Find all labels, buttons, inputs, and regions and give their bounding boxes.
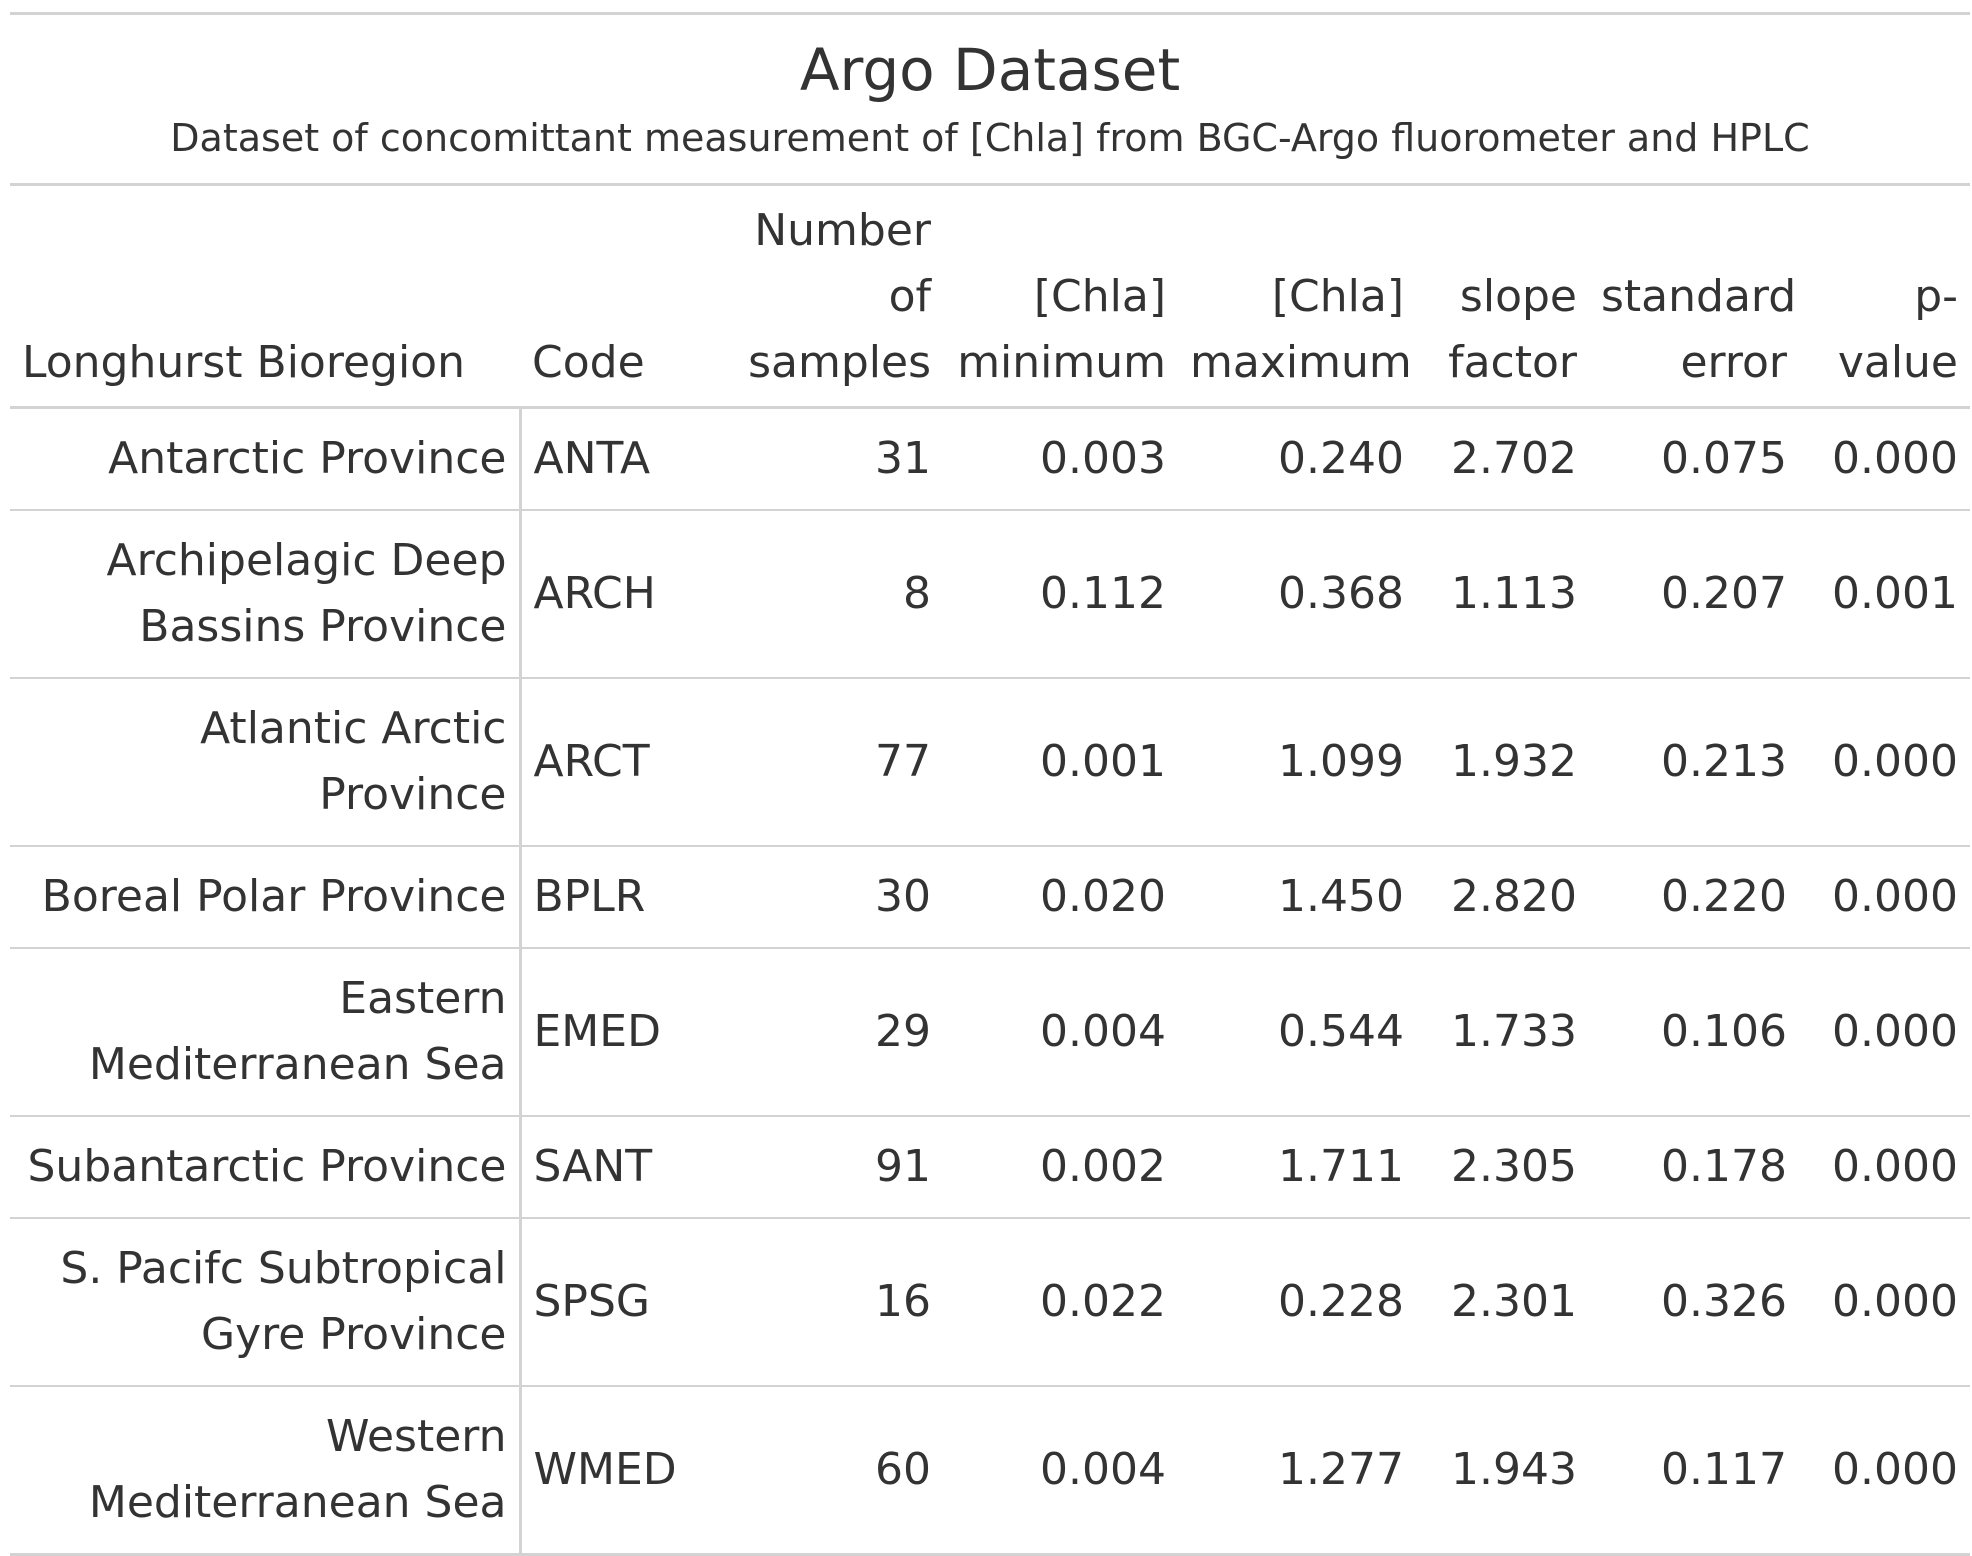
column-header-code: Code [520,184,708,409]
table-row: Antarctic Province ANTA 31 0.003 0.240 2… [10,407,1970,511]
row-min-cell: 0.004 [943,948,1178,1117]
column-header-pvalue: p-value [1799,184,1970,409]
row-min-cell: 0.002 [943,1116,1178,1219]
row-stderr-cell: 0.178 [1589,1116,1799,1219]
table-title: Argo Dataset [799,36,1181,104]
top-rule [10,12,1970,15]
row-region-cell: Subantarctic Province [10,1116,522,1219]
row-max-cell: 1.099 [1178,678,1416,847]
table-container: Argo Dataset Dataset of concomittant mea… [10,12,1970,1556]
row-slope-cell: 2.702 [1416,407,1589,511]
row-code-cell: ANTA [520,407,708,511]
row-region-cell: Western Mediterranean Sea [10,1386,522,1555]
table-row: Archipelagic Deep Bassins Province ARCH … [10,510,1970,679]
header-row: Longhurst Bioregion Code Number of sampl… [10,184,1970,409]
table-subtitle: Dataset of concomittant measurement of [… [170,116,1810,160]
row-code-cell: WMED [533,1444,677,1495]
row-region-cell: S. Pacifc Subtropical Gyre Province [10,1218,522,1387]
column-header-min: [Chla] minimum [943,184,1178,409]
row-pvalue-cell: 0.000 [1832,1444,1958,1495]
row-pvalue-cell: 0.001 [1799,510,1970,679]
row-pvalue-cell: 0.000 [1799,1218,1970,1387]
row-code-cell: EMED [520,948,708,1117]
column-header-samples: Number of samples [708,184,943,409]
row-region-cell: Boreal Polar Province [10,846,522,949]
table-row: Eastern Mediterranean Sea EMED 29 0.004 … [10,948,1970,1117]
row-region-cell: Archipelagic Deep Bassins Province [10,510,522,679]
row-stderr-cell: 0.207 [1589,510,1799,679]
row-samples-cell: 8 [708,510,943,679]
row-slope-cell: 2.820 [1416,846,1589,949]
row-pvalue-cell: 0.000 [1799,678,1970,847]
column-header-slope: slope factor [1416,184,1589,409]
row-max-cell: 1.450 [1178,846,1416,949]
row-stderr-cell: 0.106 [1589,948,1799,1117]
row-slope-cell: 1.932 [1416,678,1589,847]
row-samples-cell: 30 [708,846,943,949]
row-max-cell: 0.240 [1178,407,1416,511]
row-samples-cell: 77 [708,678,943,847]
row-code-cell: ARCT [520,678,708,847]
row-max-cell: 0.368 [1178,510,1416,679]
row-slope-cell: 2.305 [1416,1116,1589,1219]
row-samples-cell: 91 [708,1116,943,1219]
row-min-cell: 0.004 [1040,1444,1166,1495]
row-code-cell: BPLR [520,846,708,949]
row-max-cell: 1.277 [1278,1444,1404,1495]
row-max-cell: 1.711 [1178,1116,1416,1219]
row-slope-cell: 1.733 [1416,948,1589,1117]
row-pvalue-cell: 0.000 [1799,948,1970,1117]
row-max-cell: 0.228 [1178,1218,1416,1387]
row-region-cell: Atlantic Arctic Province [10,678,522,847]
table-row: S. Pacifc Subtropical Gyre Province SPSG… [10,1218,1970,1387]
row-pvalue-cell: 0.000 [1799,407,1970,511]
row-max-cell: 0.544 [1178,948,1416,1117]
row-min-cell: 0.001 [943,678,1178,847]
row-samples-cell: 29 [708,948,943,1117]
row-stderr-cell: 0.213 [1589,678,1799,847]
row-stderr-cell: 0.326 [1589,1218,1799,1387]
row-slope-cell: 1.113 [1416,510,1589,679]
row-pvalue-cell: 0.000 [1799,1116,1970,1219]
row-pvalue-cell: 0.000 [1799,846,1970,949]
column-header-max: [Chla] maximum [1178,184,1416,409]
column-header-region: Longhurst Bioregion [10,184,520,409]
table-row: Subantarctic Province SANT 91 0.002 1.71… [10,1116,1970,1219]
row-code-cell: SANT [520,1116,708,1219]
row-min-cell: 0.112 [943,510,1178,679]
row-slope-cell: 1.943 [1451,1444,1577,1495]
row-min-cell: 0.022 [943,1218,1178,1387]
row-samples-cell: 31 [708,407,943,511]
row-region-cell: Eastern Mediterranean Sea [10,948,522,1117]
row-stderr-cell: 0.220 [1589,846,1799,949]
row-samples-cell: 60 [875,1444,931,1495]
row-code-cell: ARCH [520,510,708,679]
data-table: Longhurst Bioregion Code Number of sampl… [10,183,1970,1556]
row-code-cell: SPSG [520,1218,708,1387]
table-row: Western Mediterranean Sea WMED 60 0.004 … [10,1386,1970,1555]
row-stderr-cell: 0.075 [1589,407,1799,511]
row-region-cell: Antarctic Province [10,407,522,511]
column-header-stderr: standard error [1589,184,1799,409]
row-slope-cell: 2.301 [1416,1218,1589,1387]
row-stderr-cell: 0.117 [1661,1444,1787,1495]
row-min-cell: 0.003 [943,407,1178,511]
table-row: Boreal Polar Province BPLR 30 0.020 1.45… [10,846,1970,949]
table-row: Atlantic Arctic Province ARCT 77 0.001 1… [10,678,1970,847]
row-min-cell: 0.020 [943,846,1178,949]
row-samples-cell: 16 [708,1218,943,1387]
